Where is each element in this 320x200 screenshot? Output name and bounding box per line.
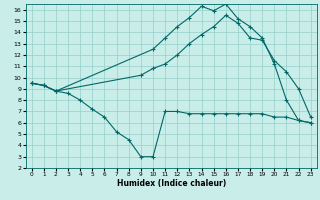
X-axis label: Humidex (Indice chaleur): Humidex (Indice chaleur)	[116, 179, 226, 188]
